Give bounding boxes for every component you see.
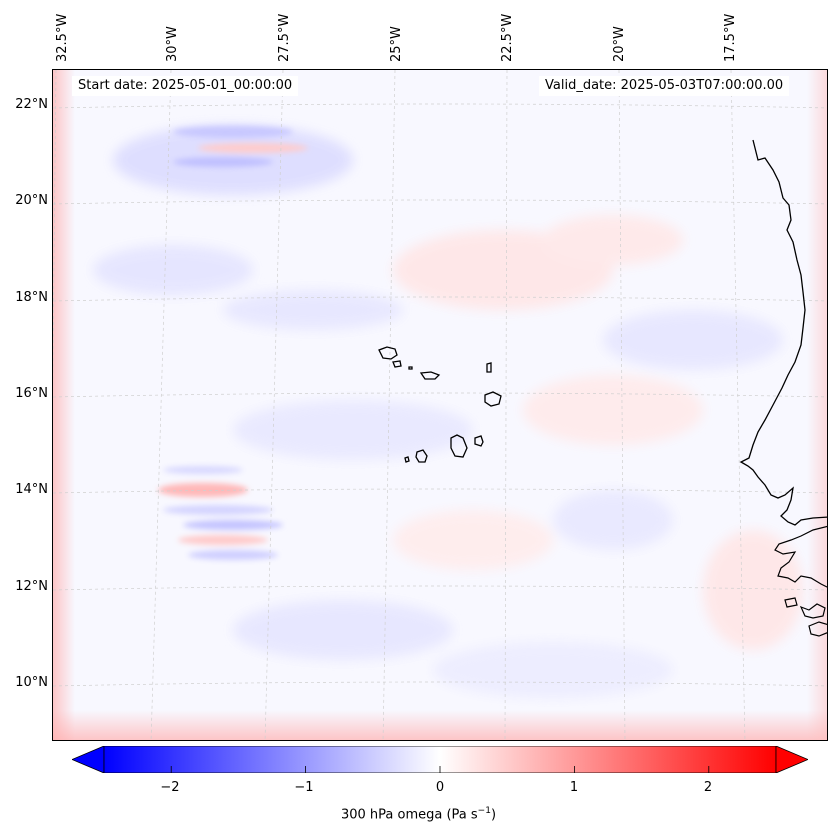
lat-label-10n: 10°N <box>15 675 48 690</box>
lon-label-25w: 25°W <box>389 26 404 62</box>
colorbar-tick-label: −2 <box>160 780 180 795</box>
valid-date-label: Valid_date: 2025-05-03T07:00:00.00 <box>539 76 790 96</box>
lat-label-12n: 12°N <box>15 579 48 594</box>
colorbar-tick-label: 2 <box>703 780 713 795</box>
coastline-guinea-bissau <box>774 525 827 637</box>
colorbar-tick-marks <box>170 766 710 773</box>
start-date-label: Start date: 2025-05-01_00:00:00 <box>72 76 299 96</box>
colorbar-title: 300 hPa omega (Pa s−1) <box>340 806 497 823</box>
colorbar-extend-max <box>775 746 808 773</box>
lon-label-22-5w: 22.5°W <box>500 13 515 62</box>
omega-field-map <box>53 70 827 740</box>
colorbar <box>72 746 808 773</box>
coastline-west-africa <box>739 139 827 526</box>
lat-label-14n: 14°N <box>15 482 48 497</box>
graticule-lines <box>53 70 827 740</box>
colorbar-tick-label: 0 <box>435 780 445 795</box>
lon-label-17-5w: 17.5°W <box>723 13 738 62</box>
lat-label-22n: 22°N <box>15 97 48 112</box>
colorbar-extend-min <box>72 746 105 773</box>
colorbar-tick-label: −1 <box>294 780 314 795</box>
lon-label-30w: 30°W <box>165 26 180 62</box>
cabo-verde-islands <box>378 346 502 463</box>
omega-anomalies <box>53 70 827 740</box>
lat-label-20n: 20°N <box>15 193 48 208</box>
lat-label-18n: 18°N <box>15 290 48 305</box>
lon-label-27-5w: 27.5°W <box>277 13 292 62</box>
lon-label-32-5w: 32.5°W <box>55 13 70 62</box>
lon-label-20w: 20°W <box>612 26 627 62</box>
colorbar-tick-label: 1 <box>569 780 579 795</box>
map-panel <box>52 69 828 741</box>
lat-label-16n: 16°N <box>15 386 48 401</box>
